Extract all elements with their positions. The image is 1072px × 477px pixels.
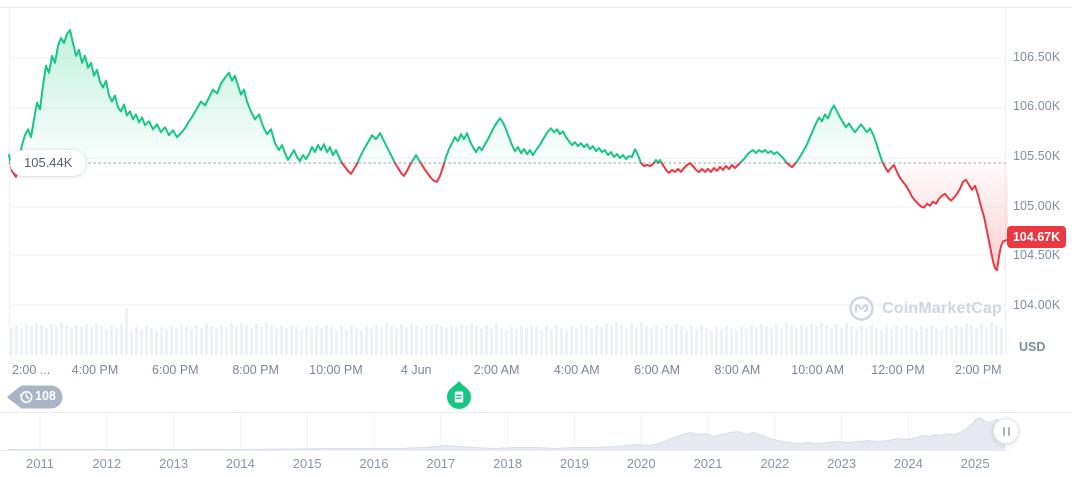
x-axis-label: 6:00 AM (634, 363, 681, 377)
volume-bars (10, 308, 1003, 355)
annotation-marker[interactable] (442, 379, 476, 415)
timeline-year-label: 2011 (26, 456, 54, 471)
x-axis-label: 4 Jun (400, 363, 432, 377)
x-axis-label: 2:00 PM (955, 363, 1002, 377)
timeline-year-label: 2020 (626, 456, 656, 471)
timeline-year-label: 2018 (493, 456, 523, 471)
timeline-year-label: 2019 (559, 456, 589, 471)
timeline-year-label: 2015 (292, 456, 322, 471)
x-axis-label: 2:00 AM (473, 363, 520, 377)
current-price-badge: 104.67K (1007, 226, 1066, 248)
history-count-badge[interactable]: 108 (6, 384, 64, 410)
timeline-year-label: 2024 (893, 456, 923, 471)
clock-history-icon (19, 391, 33, 403)
y-axis-label: 106.50K (1013, 50, 1061, 64)
price-line-up (8, 29, 885, 164)
grid-lines (9, 57, 1005, 306)
timeline-panel[interactable] (0, 412, 1072, 477)
timeline-year-label: 2014 (225, 456, 255, 471)
price-area-down (9, 162, 1008, 271)
drag-handle-icon (1007, 426, 1010, 436)
y-axis-label: 104.00K (1013, 298, 1061, 312)
x-axis-label: 4:00 AM (553, 363, 600, 377)
watermark-text: CoinMarketCap (882, 299, 1002, 317)
y-axis-label: 105.00K (1013, 199, 1061, 213)
timeline-year-label: 2013 (159, 456, 189, 471)
timeline-year-label: 2025 (960, 456, 990, 471)
baseline-price-pill: 105.44K (10, 150, 87, 176)
history-count: 108 (35, 389, 56, 403)
timeline-area-edge (8, 416, 1006, 450)
timeline-year-label: 2017 (426, 456, 456, 471)
x-axis-label: 4:00 PM (71, 363, 119, 377)
watermark: CoinMarketCap (848, 295, 1002, 322)
y-axis-label: 105.50K (1013, 149, 1061, 163)
document-icon (454, 391, 464, 403)
y-axis-label: 106.00K (1013, 99, 1061, 113)
x-axis-label: 8:00 PM (232, 363, 279, 377)
coinmarketcap-logo-icon (849, 296, 874, 321)
timeline-handle[interactable] (993, 418, 1019, 444)
timeline-year-label: 2012 (92, 456, 122, 471)
price-area-up (9, 30, 1008, 164)
x-axis-label: 12:00 PM (871, 363, 925, 377)
timeline-year-label: 2023 (827, 456, 857, 471)
x-axis-label: 6:00 PM (152, 363, 199, 377)
y-axis-label: 104.50K (1013, 248, 1061, 262)
unit-label: USD (1019, 340, 1046, 354)
timeline-year-label: 2022 (760, 456, 790, 471)
x-axis-label: 10:00 PM (309, 363, 363, 377)
drag-handle-icon (1002, 426, 1005, 436)
x-axis-label: 10:00 AM (791, 363, 845, 377)
timeline-year-label: 2016 (359, 456, 389, 471)
timeline-area (8, 417, 1005, 451)
x-axis-label: 8:00 AM (714, 363, 761, 377)
price-chart[interactable] (0, 0, 1072, 412)
timeline-year-label: 2021 (693, 456, 723, 471)
x-axis-label: 2:00 ... (12, 363, 51, 377)
